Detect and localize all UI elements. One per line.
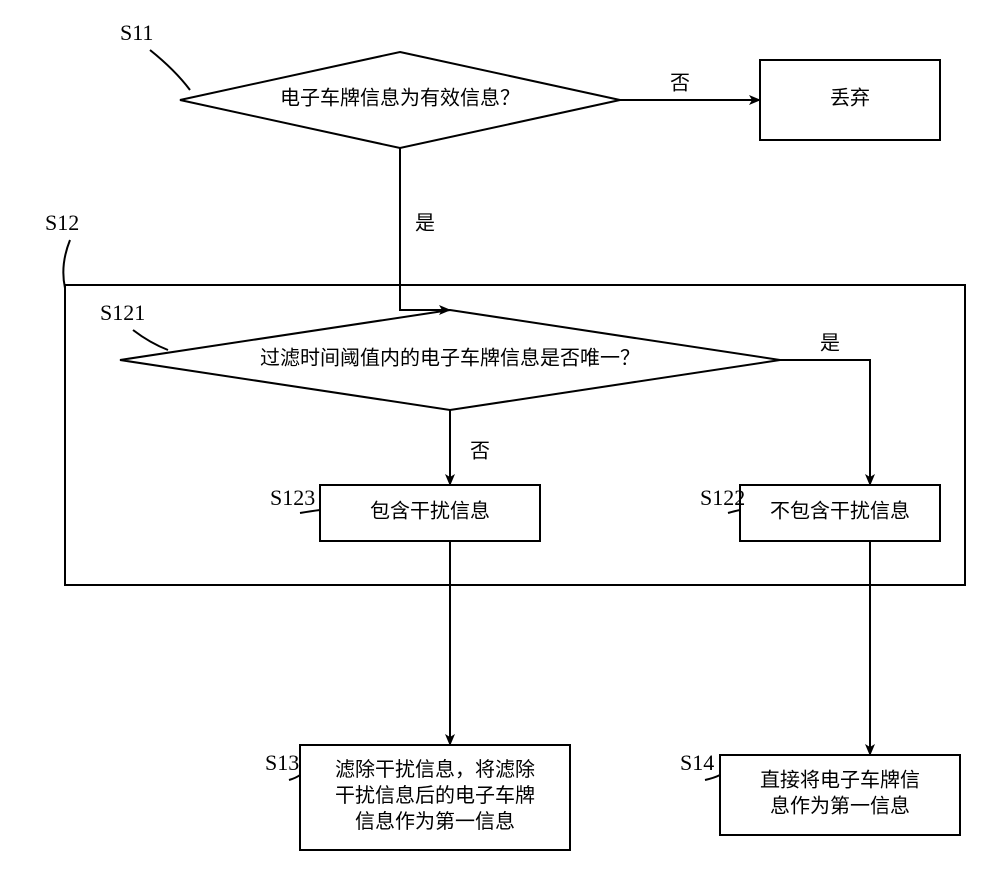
edge-2-label: 是 [820, 333, 840, 355]
edge-0-label: 否 [670, 73, 690, 95]
box-s122-text: 不包含干扰信息 [770, 500, 910, 523]
decision-unique-info-text: 过滤时间阈值内的电子车牌信息是否唯一？ [260, 347, 640, 370]
edge-1-label: 是 [415, 213, 435, 235]
label-s121: S121 [100, 300, 145, 325]
box-s123-text: 包含干扰信息 [370, 500, 490, 523]
label-s14: S14 [680, 750, 714, 775]
label-s11: S11 [120, 20, 153, 45]
box-s13-line-0: 滤除干扰信息，将滤除 [335, 758, 535, 781]
label-s123: S123 [270, 485, 315, 510]
label-s122: S122 [700, 485, 745, 510]
box-s13-line-2: 信息作为第一信息 [355, 810, 515, 833]
label-s13: S13 [265, 750, 299, 775]
box-s13-line-1: 干扰信息后的电子车牌 [335, 784, 535, 807]
edge-3-label: 否 [470, 441, 490, 463]
box-s14-line-1: 息作为第一信息 [770, 795, 910, 818]
label-s12: S12 [45, 210, 79, 235]
box-discard-text: 丢弃 [830, 87, 870, 110]
box-s14-line-0: 直接将电子车牌信 [760, 769, 920, 792]
decision-valid-info-text: 电子车牌信息为有效信息？ [280, 87, 520, 110]
